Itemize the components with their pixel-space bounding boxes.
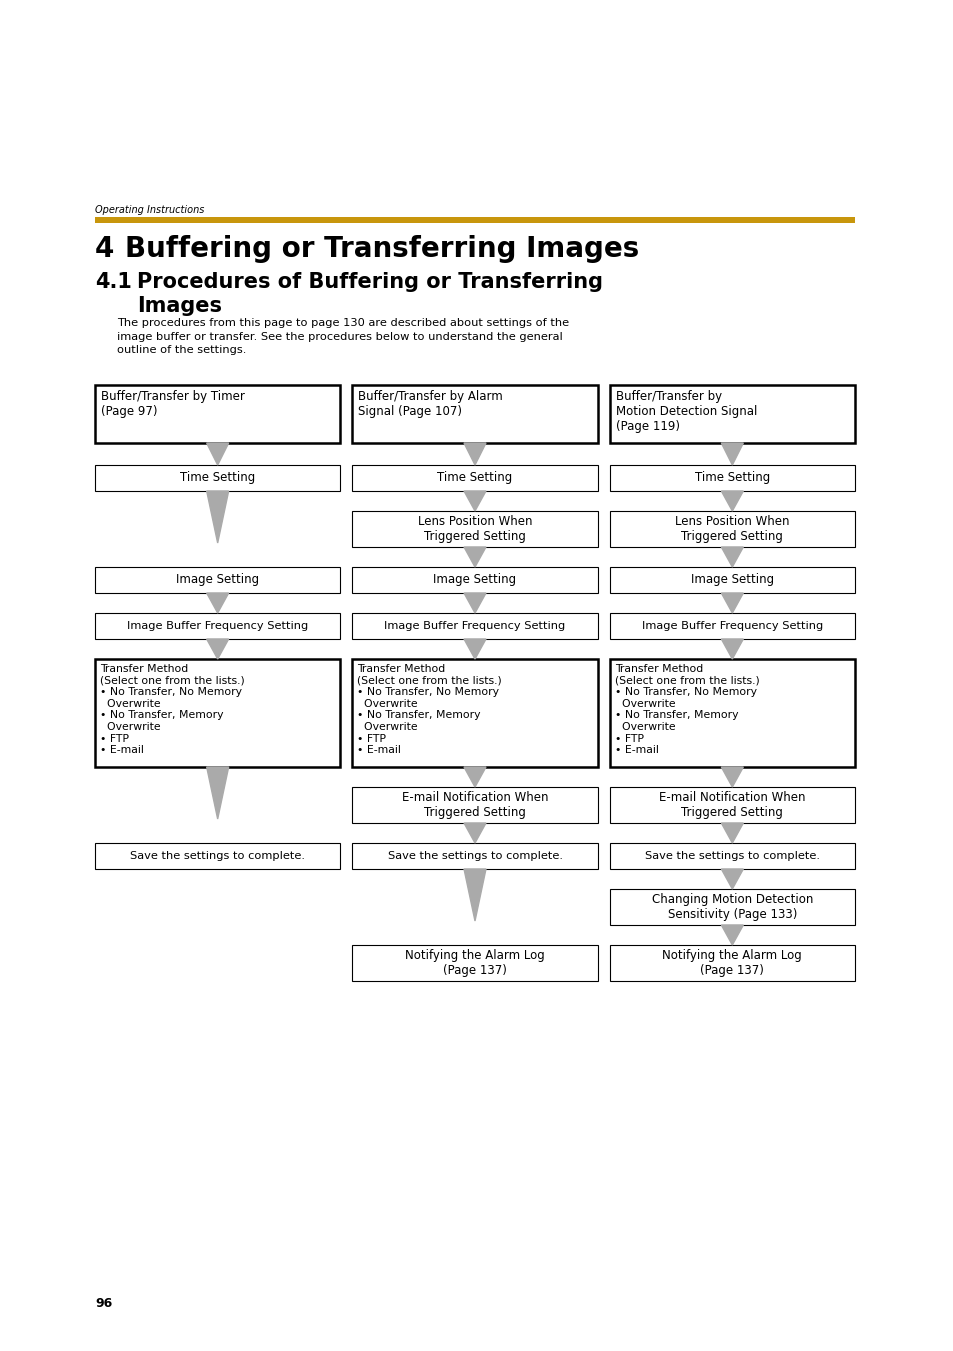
Text: 4.1: 4.1 <box>95 272 132 292</box>
Text: Image Setting: Image Setting <box>176 574 259 586</box>
Text: Transfer Method
(Select one from the lists.)
• No Transfer, No Memory
  Overwrit: Transfer Method (Select one from the lis… <box>357 663 501 755</box>
Bar <box>352 511 597 547</box>
Polygon shape <box>720 925 742 944</box>
Text: Save the settings to complete.: Save the settings to complete. <box>130 851 305 861</box>
Bar <box>95 613 340 639</box>
Bar <box>95 659 340 767</box>
Text: Transfer Method
(Select one from the lists.)
• No Transfer, No Memory
  Overwrit: Transfer Method (Select one from the lis… <box>614 663 759 755</box>
Polygon shape <box>463 869 485 921</box>
Text: Buffering or Transferring Images: Buffering or Transferring Images <box>125 235 639 263</box>
Bar <box>609 843 854 869</box>
Text: Image Buffer Frequency Setting: Image Buffer Frequency Setting <box>127 621 308 631</box>
Text: The procedures from this page to page 130 are described about settings of the
im: The procedures from this page to page 13… <box>117 317 569 355</box>
Text: Procedures of Buffering or Transferring: Procedures of Buffering or Transferring <box>137 272 602 292</box>
Bar <box>352 944 597 981</box>
Bar <box>609 567 854 593</box>
Polygon shape <box>463 490 485 511</box>
Polygon shape <box>720 547 742 567</box>
Polygon shape <box>463 767 485 788</box>
Text: Transfer Method
(Select one from the lists.)
• No Transfer, No Memory
  Overwrit: Transfer Method (Select one from the lis… <box>100 663 245 755</box>
Bar <box>352 843 597 869</box>
Polygon shape <box>720 639 742 659</box>
Polygon shape <box>207 593 229 613</box>
Bar <box>609 465 854 490</box>
Polygon shape <box>207 443 229 465</box>
Text: Time Setting: Time Setting <box>180 471 255 485</box>
Bar <box>352 659 597 767</box>
Text: Save the settings to complete.: Save the settings to complete. <box>644 851 819 861</box>
Polygon shape <box>463 823 485 843</box>
Polygon shape <box>463 547 485 567</box>
Text: Time Setting: Time Setting <box>436 471 512 485</box>
Bar <box>95 218 854 223</box>
Text: Buffer/Transfer by
Motion Detection Signal
(Page 119): Buffer/Transfer by Motion Detection Sign… <box>615 390 757 434</box>
Text: Image Setting: Image Setting <box>690 574 773 586</box>
Bar <box>95 465 340 490</box>
Polygon shape <box>207 490 229 543</box>
Polygon shape <box>720 869 742 889</box>
Polygon shape <box>207 767 229 819</box>
Text: Operating Instructions: Operating Instructions <box>95 205 204 215</box>
Text: Image Buffer Frequency Setting: Image Buffer Frequency Setting <box>384 621 565 631</box>
Bar <box>609 788 854 823</box>
Bar <box>352 567 597 593</box>
Polygon shape <box>207 639 229 659</box>
Bar <box>609 889 854 925</box>
Polygon shape <box>720 443 742 465</box>
Text: Image Setting: Image Setting <box>433 574 516 586</box>
Polygon shape <box>463 443 485 465</box>
Bar <box>609 385 854 443</box>
Text: 4: 4 <box>95 235 114 263</box>
Bar <box>609 659 854 767</box>
Bar <box>352 613 597 639</box>
Text: Notifying the Alarm Log
(Page 137): Notifying the Alarm Log (Page 137) <box>661 948 801 977</box>
Polygon shape <box>720 490 742 511</box>
Text: Image Buffer Frequency Setting: Image Buffer Frequency Setting <box>641 621 822 631</box>
Polygon shape <box>720 823 742 843</box>
Text: Time Setting: Time Setting <box>694 471 769 485</box>
Bar <box>95 385 340 443</box>
Bar <box>352 385 597 443</box>
Polygon shape <box>720 593 742 613</box>
Text: Changing Motion Detection
Sensitivity (Page 133): Changing Motion Detection Sensitivity (P… <box>651 893 812 921</box>
Polygon shape <box>463 593 485 613</box>
Text: Buffer/Transfer by Alarm
Signal (Page 107): Buffer/Transfer by Alarm Signal (Page 10… <box>358 390 502 417</box>
Bar <box>352 788 597 823</box>
Polygon shape <box>720 767 742 788</box>
Text: 96: 96 <box>95 1297 112 1310</box>
Text: Images: Images <box>137 296 222 316</box>
Bar <box>95 567 340 593</box>
Text: Lens Position When
Triggered Setting: Lens Position When Triggered Setting <box>675 515 789 543</box>
Bar <box>609 944 854 981</box>
Text: Notifying the Alarm Log
(Page 137): Notifying the Alarm Log (Page 137) <box>405 948 544 977</box>
Bar <box>609 613 854 639</box>
Text: E-mail Notification When
Triggered Setting: E-mail Notification When Triggered Setti… <box>401 790 548 819</box>
Polygon shape <box>463 639 485 659</box>
Bar <box>609 511 854 547</box>
Bar <box>352 465 597 490</box>
Bar <box>95 843 340 869</box>
Text: Save the settings to complete.: Save the settings to complete. <box>387 851 562 861</box>
Text: Lens Position When
Triggered Setting: Lens Position When Triggered Setting <box>417 515 532 543</box>
Text: Buffer/Transfer by Timer
(Page 97): Buffer/Transfer by Timer (Page 97) <box>101 390 245 417</box>
Text: E-mail Notification When
Triggered Setting: E-mail Notification When Triggered Setti… <box>659 790 804 819</box>
